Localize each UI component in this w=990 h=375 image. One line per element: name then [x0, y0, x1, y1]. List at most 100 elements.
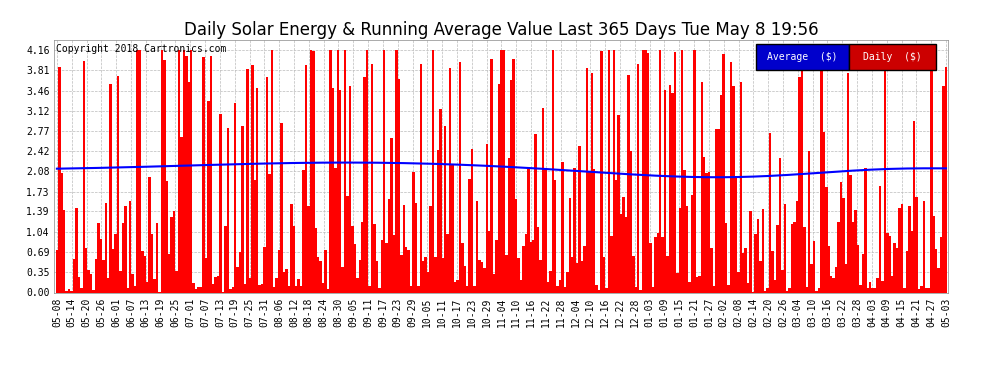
Bar: [561, 162, 563, 292]
Bar: [833, 278, 835, 292]
Bar: [769, 133, 771, 292]
Bar: [535, 134, 537, 292]
Bar: [471, 148, 473, 292]
Bar: [234, 103, 237, 292]
Bar: [891, 276, 893, 292]
Bar: [217, 276, 220, 292]
Bar: [408, 250, 410, 292]
Bar: [80, 288, 82, 292]
Bar: [348, 86, 351, 292]
Bar: [353, 244, 356, 292]
Bar: [706, 173, 708, 292]
Bar: [558, 280, 561, 292]
Bar: [398, 78, 400, 292]
Bar: [779, 158, 781, 292]
Bar: [247, 69, 248, 292]
Bar: [823, 132, 825, 292]
Bar: [816, 291, 818, 292]
Bar: [698, 276, 701, 292]
Bar: [906, 251, 908, 292]
Bar: [446, 234, 448, 292]
Bar: [591, 73, 593, 292]
Bar: [268, 174, 270, 292]
Bar: [160, 50, 163, 292]
Bar: [847, 73, 849, 292]
Bar: [200, 287, 202, 292]
Bar: [871, 288, 874, 292]
Bar: [137, 50, 139, 292]
Bar: [148, 177, 150, 292]
Bar: [869, 282, 871, 292]
Bar: [786, 291, 788, 292]
Bar: [649, 243, 651, 292]
Bar: [718, 129, 720, 292]
Bar: [728, 285, 730, 292]
Bar: [215, 278, 217, 292]
Bar: [678, 208, 681, 292]
Bar: [635, 287, 637, 292]
Bar: [95, 258, 97, 292]
Bar: [305, 65, 307, 292]
Bar: [756, 219, 759, 292]
Bar: [192, 283, 195, 292]
Bar: [903, 288, 906, 292]
Bar: [842, 198, 844, 292]
Bar: [119, 271, 122, 292]
Bar: [361, 222, 363, 292]
Bar: [432, 50, 435, 292]
Bar: [742, 253, 744, 292]
Bar: [515, 199, 518, 292]
Bar: [600, 51, 603, 292]
Bar: [105, 203, 107, 292]
Bar: [544, 168, 546, 292]
Bar: [618, 115, 620, 292]
Bar: [774, 280, 776, 292]
Bar: [332, 88, 334, 292]
Bar: [393, 235, 395, 292]
Bar: [110, 84, 112, 292]
Bar: [761, 209, 764, 292]
Bar: [85, 248, 87, 292]
Bar: [651, 287, 654, 292]
Bar: [710, 248, 713, 292]
Bar: [879, 186, 881, 292]
Bar: [295, 286, 297, 292]
Bar: [466, 286, 468, 292]
Bar: [944, 67, 947, 292]
Bar: [451, 164, 453, 292]
Bar: [573, 168, 576, 292]
Bar: [889, 236, 891, 292]
Bar: [532, 240, 535, 292]
Bar: [427, 272, 430, 292]
Bar: [273, 286, 275, 292]
Bar: [422, 261, 425, 292]
Bar: [97, 223, 100, 292]
Bar: [598, 290, 600, 292]
Text: Daily  ($): Daily ($): [862, 52, 922, 62]
Bar: [661, 237, 664, 292]
Bar: [876, 278, 879, 292]
Bar: [410, 286, 412, 292]
Bar: [258, 285, 260, 292]
Bar: [239, 252, 242, 292]
Bar: [400, 255, 403, 292]
Bar: [688, 282, 691, 292]
Bar: [307, 206, 310, 292]
Bar: [673, 53, 676, 292]
Bar: [445, 126, 446, 292]
Bar: [811, 264, 813, 292]
Bar: [334, 168, 337, 292]
Bar: [908, 206, 911, 292]
Bar: [928, 288, 930, 292]
Bar: [187, 82, 190, 292]
Bar: [124, 206, 127, 292]
Bar: [740, 81, 742, 292]
Bar: [70, 291, 73, 292]
Bar: [147, 282, 148, 292]
Bar: [644, 50, 646, 292]
Bar: [495, 240, 498, 292]
Bar: [715, 129, 718, 292]
Bar: [242, 126, 244, 292]
Bar: [549, 271, 551, 292]
Bar: [317, 257, 320, 292]
